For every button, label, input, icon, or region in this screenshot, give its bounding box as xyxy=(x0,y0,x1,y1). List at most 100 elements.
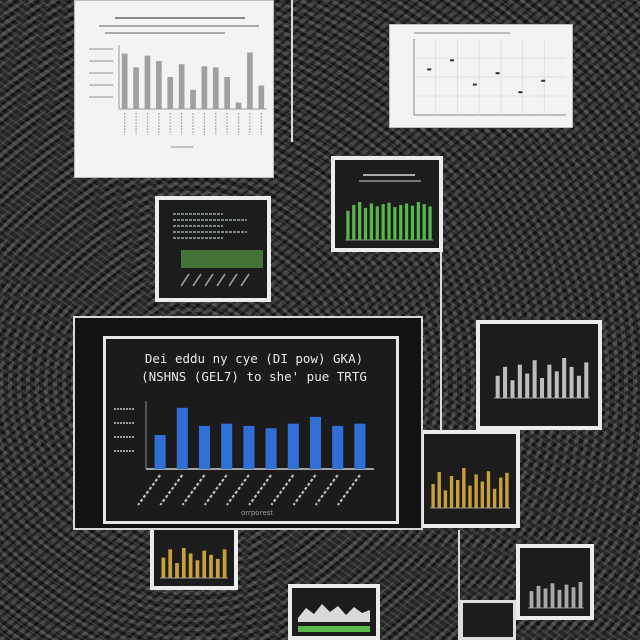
green-chart-bar xyxy=(352,204,356,240)
bottom-gold-chart-bar xyxy=(195,560,200,578)
main-chart-bar xyxy=(332,425,344,469)
hanging-string xyxy=(440,250,442,430)
gold-chart-bar xyxy=(449,476,454,508)
main-chart-bar xyxy=(287,423,299,469)
gold-bar-chart-board xyxy=(424,434,516,524)
bottom-right-chart-board xyxy=(520,548,590,616)
grey-chart-bar xyxy=(554,371,559,398)
bottom-green-chart-board xyxy=(292,588,376,636)
notes-tick-label xyxy=(228,273,238,287)
grey-bar-chart xyxy=(494,358,590,399)
bottom-right-chart-bar xyxy=(529,591,534,608)
notes-tick-label xyxy=(180,273,190,287)
gold-chart-bar xyxy=(468,485,472,508)
paper-scatter-chart-card xyxy=(389,24,573,128)
gold-chart-bar xyxy=(505,472,509,508)
grey-chart-bar xyxy=(584,362,589,398)
green-chart-bar xyxy=(399,204,403,240)
main-chart-tick-label xyxy=(203,474,228,506)
main-chart-tick-label xyxy=(314,474,339,506)
grey-bar-chart-card xyxy=(476,320,602,430)
grey-chart-bar xyxy=(547,364,552,398)
main-chart-bar xyxy=(221,423,233,469)
green-chart-bar xyxy=(416,202,420,240)
gold-bar-chart xyxy=(430,468,510,509)
gold-chart-bar xyxy=(480,481,484,508)
bottom-gold-bar-chart xyxy=(160,548,228,579)
gold-chart-bar xyxy=(443,490,448,508)
bottom-right-chart-bar xyxy=(564,584,569,608)
notes-tick-label xyxy=(216,273,226,287)
bottom-gold-chart-card xyxy=(150,526,238,590)
main-bar-chart: orrporest xyxy=(114,401,374,517)
grey-chart-bar xyxy=(532,360,537,398)
green-chart-bar xyxy=(387,202,391,240)
bottom-gold-chart-bar xyxy=(168,549,173,578)
bottom-gold-chart-bar xyxy=(181,548,186,578)
green-chart-title-line xyxy=(363,174,415,176)
gold-bar-chart-card xyxy=(420,430,520,528)
green-chart-bar xyxy=(404,203,409,240)
green-chart-bar xyxy=(369,203,374,240)
bottom-gold-chart-bar xyxy=(161,557,166,578)
bottom-green-area xyxy=(298,604,370,622)
notes-tick-label xyxy=(204,273,214,287)
bottom-gold-chart-bar xyxy=(222,549,227,578)
paper-chart-bar xyxy=(247,52,253,109)
main-chart-tick-label xyxy=(248,474,272,506)
notes-chart-band xyxy=(181,250,263,268)
green-chart-bar xyxy=(428,206,432,240)
partial-card-bottom xyxy=(460,600,516,640)
paper-chart-bar xyxy=(144,55,151,109)
green-chart-bar xyxy=(346,210,350,240)
main-chart-tick-label xyxy=(270,474,295,506)
scatter-point xyxy=(472,83,477,86)
grey-chart-bar xyxy=(517,364,522,398)
bottom-gold-chart-bar xyxy=(215,558,220,578)
grey-chart-bar xyxy=(495,375,500,398)
paper-chart-bar xyxy=(178,64,185,109)
paper-chart-bar xyxy=(258,85,265,109)
gold-chart-bar xyxy=(474,474,478,508)
paper-bar-chart-card xyxy=(74,0,274,178)
hanging-string xyxy=(291,0,293,142)
green-chart-bar xyxy=(363,207,368,240)
main-chart-bar xyxy=(243,425,255,469)
notes-chart-card xyxy=(155,196,271,302)
bottom-green-band xyxy=(298,626,370,632)
main-chart-tick-label xyxy=(226,474,250,506)
paper-chart-bar xyxy=(235,102,242,109)
paper-chart-bar xyxy=(121,53,128,109)
green-bar-chart-card xyxy=(331,156,443,252)
bottom-gold-chart-bar xyxy=(175,563,179,578)
main-chart-tick-label xyxy=(292,474,317,506)
notes-line-chart xyxy=(173,213,263,287)
green-chart-bar xyxy=(410,205,415,240)
gold-chart-bar xyxy=(437,472,441,508)
bottom-right-chart-bar xyxy=(543,588,548,608)
green-bar-chart xyxy=(345,202,433,241)
paper-scatter-chart xyxy=(413,32,566,116)
green-chart-title-line-2 xyxy=(359,180,421,182)
green-chart-bar xyxy=(422,204,426,240)
bottom-gold-chart-bar xyxy=(202,550,207,578)
main-chart-bar xyxy=(309,416,322,469)
bottom-right-chart-bar xyxy=(578,582,583,608)
notes-tick-label xyxy=(192,273,202,287)
paper-chart-bar xyxy=(133,67,139,109)
bottom-right-bar-chart xyxy=(528,582,584,609)
gold-chart-bar xyxy=(486,471,491,508)
grey-chart-bar xyxy=(503,366,508,398)
main-chart-title: Dei eddu ny cye (DI pow) GKA) xyxy=(144,351,364,366)
scatter-point xyxy=(427,68,432,71)
green-bar-chart-board xyxy=(335,160,439,248)
gold-chart-bar xyxy=(492,488,497,508)
grey-chart-bar xyxy=(562,358,567,398)
paper-chart-subtitle-line-2 xyxy=(105,32,225,34)
bottom-right-chart-bar xyxy=(536,585,541,608)
green-chart-bar xyxy=(358,202,362,240)
main-chart-board: Dei eddu ny cye (DI pow) GKA) (NSHNS (GE… xyxy=(103,336,399,524)
paper-chart-bar xyxy=(156,61,162,109)
main-chart-tick-label xyxy=(181,474,206,506)
bottom-right-chart-bar xyxy=(550,583,555,608)
